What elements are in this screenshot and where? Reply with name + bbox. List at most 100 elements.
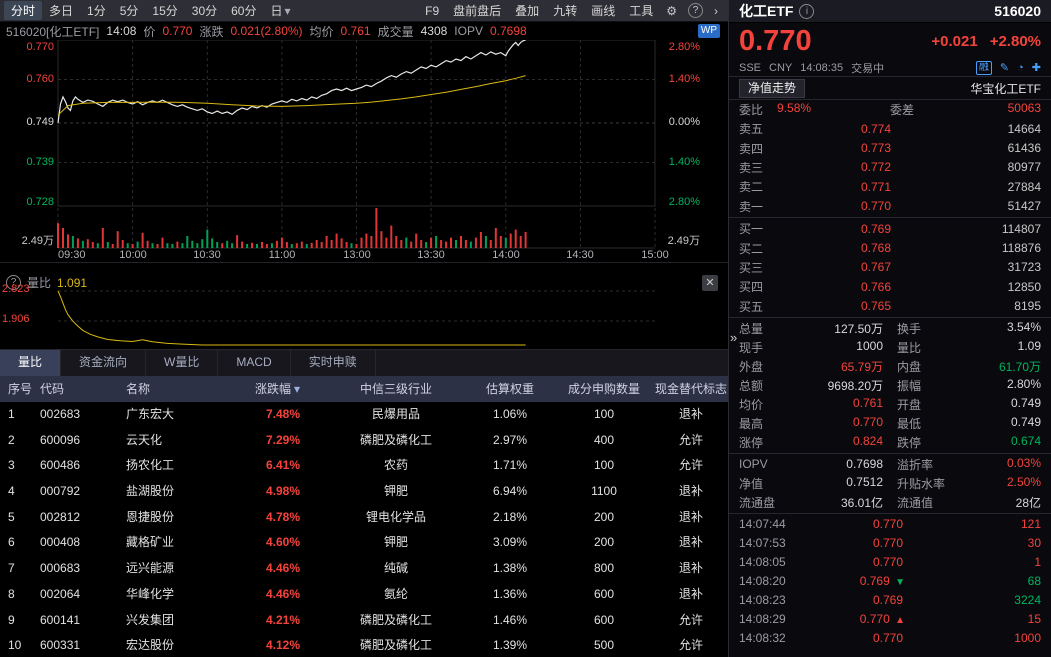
time-axis-label: 10:00 — [119, 249, 147, 261]
ask-row[interactable]: 卖五 0.774 14664 — [739, 119, 1041, 138]
tick-direction-icon: ▲ — [895, 615, 905, 627]
subchart-header: ? 量比 1.091 — [6, 274, 87, 291]
quote-panel: 化工ETF i 516020 0.770 +0.021 +2.80% SSE C… — [728, 0, 1051, 657]
table-row[interactable]: 4 000792 盐湖股份 4.98% 钾肥 6.94% 1100 退补 — [0, 479, 728, 505]
nav-chart-tab[interactable]: 净值走势 — [739, 78, 806, 98]
bid-row[interactable]: 买二 0.768 118876 — [739, 238, 1041, 257]
bid-row[interactable]: 买四 0.766 12850 — [739, 277, 1041, 296]
column-header[interactable]: 名称 — [126, 382, 151, 396]
security-name: 化工ETF — [739, 3, 794, 19]
table-row[interactable]: 5 002812 恩捷股份 4.78% 锂电化学品 2.18% 200 退补 — [0, 505, 728, 531]
table-row[interactable]: 2 600096 云天化 7.29% 磷肥及磷化工 2.97% 400 允许 — [0, 428, 728, 454]
weicha-label: 委差 — [890, 103, 915, 117]
period-tab[interactable]: 多日 — [49, 4, 74, 18]
cell-code: 600096 — [40, 432, 81, 447]
column-header[interactable]: 中信三级行业 — [359, 382, 432, 396]
period-tab[interactable]: 15分 — [152, 4, 178, 18]
bid-row[interactable]: 买三 0.767 31723 — [739, 258, 1041, 277]
column-header[interactable]: 现金替代标志 — [654, 382, 727, 396]
toolbar-tool[interactable]: 画线 — [591, 4, 616, 18]
bid-row[interactable]: 买五 0.765 8195 — [739, 297, 1041, 316]
indicator-tab[interactable]: 实时申赎 — [291, 350, 376, 376]
tick-list[interactable]: 14:07:44 0.770 121 14:07:53 0.770 30 14:… — [729, 515, 1051, 648]
price-change: +0.021 — [931, 32, 978, 50]
ask-row[interactable]: 卖三 0.772 80977 — [739, 158, 1041, 177]
table-row[interactable]: 10 600331 宏达股份 4.12% 磷肥及磷化工 1.39% 500 允许 — [0, 633, 728, 657]
margin-trading-icon[interactable]: 融 — [975, 60, 992, 75]
period-tabs: 分时 多日 1分 5分 15分 30分 60分日 — [4, 1, 298, 20]
cell-code: 002812 — [40, 509, 81, 524]
table-row[interactable]: 9 600141 兴发集团 4.21% 磷肥及磷化工 1.46% 600 允许 — [0, 608, 728, 634]
ask-row[interactable]: 卖二 0.771 27884 — [739, 177, 1041, 196]
cell-name: 兴发集团 — [126, 612, 175, 627]
cell-industry: 磷肥及磷化工 — [359, 638, 432, 653]
column-header[interactable]: 估算权重 — [485, 382, 534, 396]
price-label: 价 — [143, 24, 156, 39]
liangbi-subchart[interactable]: ? 量比 1.091 2.823 1.906 ✕ — [0, 262, 728, 349]
cell-cash-flag: 允许 — [678, 638, 703, 653]
cell-creation-units: 1100 — [591, 484, 617, 499]
period-tab[interactable]: 分时 — [4, 1, 43, 20]
period-tab[interactable]: 日 — [263, 1, 297, 20]
gear-icon[interactable]: ⚙ — [666, 3, 677, 18]
stats-row: 外盘 65.79万 内盘 61.70万 — [739, 357, 1041, 376]
indicator-tab[interactable]: 量比 — [0, 350, 62, 376]
intraday-chart[interactable]: 0.770 0.760 0.749 0.739 0.728 2.80% 1.40% 0.00… — [0, 40, 728, 262]
indicator-tab[interactable]: W量比 — [146, 350, 219, 376]
ask-row[interactable]: 卖一 0.770 51427 — [739, 197, 1041, 216]
stats-half: 均价 0.761 — [739, 396, 883, 413]
alert-icon[interactable]: ◔ — [1017, 61, 1024, 74]
stats-half: 跌停 0.674 — [897, 434, 1041, 451]
cell-creation-units: 200 — [593, 535, 615, 550]
close-icon[interactable]: ✕ — [702, 275, 718, 291]
divider — [729, 316, 1051, 318]
tick-price: 0.770 — [872, 631, 903, 646]
period-tab[interactable]: 1分 — [87, 4, 106, 18]
column-header[interactable]: 成分申购数量 — [567, 382, 640, 396]
table-row[interactable]: 1 002683 广东宏大 7.48% 民爆用品 1.06% 100 退补 — [0, 402, 728, 428]
weibi-half: 委比 9.58% — [739, 101, 890, 118]
table-row[interactable]: 3 600486 扬农化工 6.41% 农药 1.71% 100 允许 — [0, 453, 728, 479]
collapse-panel-arrow[interactable]: » — [730, 330, 738, 345]
tick-time: 14:07:53 — [739, 536, 786, 551]
stat-label: 最低 — [897, 416, 922, 431]
column-header[interactable]: 代码 — [40, 382, 65, 396]
toolbar-tool[interactable]: 叠加 — [515, 4, 540, 18]
cell-change: 7.29% — [265, 432, 300, 447]
cell-creation-units: 400 — [593, 432, 615, 447]
draw-icon[interactable]: ✎ — [999, 62, 1010, 74]
period-tab[interactable]: 30分 — [191, 4, 218, 18]
table-row[interactable]: 8 002064 华峰化学 4.46% 氨纶 1.36% 600 退补 — [0, 582, 728, 608]
toolbar-tool[interactable]: 九转 — [553, 4, 578, 18]
stats-half: 溢折率 0.03% — [897, 456, 1041, 473]
ask-volume: 51427 — [1007, 199, 1041, 214]
cell-cash-flag: 允许 — [678, 432, 703, 447]
stat-value: 1.09 — [1017, 338, 1041, 353]
add-watchlist-icon[interactable]: ✚ — [1031, 62, 1041, 74]
table-row[interactable]: 7 000683 远兴能源 4.46% 纯碱 1.38% 800 退补 — [0, 556, 728, 582]
cell-change: 7.48% — [265, 407, 300, 421]
indicator-help-icon[interactable]: ? — [6, 275, 21, 290]
toolbar-tool[interactable]: F9 — [425, 3, 440, 18]
help-icon[interactable]: ? — [688, 3, 703, 18]
tick-row: 14:08:20 0.769 ▼ 68 — [739, 572, 1041, 591]
indicator-tab[interactable]: 资金流向 — [61, 350, 147, 376]
table-row[interactable]: 6 000408 藏格矿业 4.60% 钾肥 3.09% 200 退补 — [0, 530, 728, 556]
chart-time: 14:08 — [106, 24, 137, 38]
cell-weight: 1.38% — [492, 561, 528, 576]
bid-level-label: 买四 — [739, 280, 764, 295]
toolbar-tool[interactable]: 工具 — [629, 4, 654, 18]
indicator-tab[interactable]: MACD — [218, 350, 291, 376]
cell-code: 600486 — [40, 458, 81, 473]
column-header[interactable]: 序号 — [8, 382, 33, 396]
period-tab[interactable]: 5分 — [119, 4, 139, 18]
arrow-right-icon[interactable]: › — [714, 3, 718, 18]
bid-row[interactable]: 买一 0.769 114807 — [739, 219, 1041, 238]
column-header[interactable]: 涨跌幅 — [236, 376, 326, 402]
info-icon[interactable]: i — [799, 3, 815, 19]
ask-row[interactable]: 卖四 0.773 61436 — [739, 138, 1041, 157]
wp-badge-icon[interactable]: WP — [697, 24, 720, 38]
period-tab[interactable]: 60分 — [231, 4, 257, 18]
toolbar-tool[interactable]: 盘前盘后 — [453, 4, 502, 18]
